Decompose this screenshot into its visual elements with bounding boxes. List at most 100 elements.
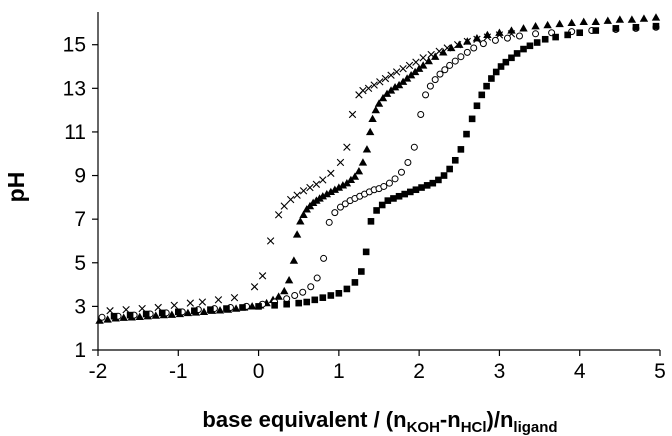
data-point bbox=[271, 301, 278, 309]
data-point bbox=[336, 158, 345, 167]
data-point bbox=[135, 312, 144, 321]
data-point bbox=[239, 304, 246, 311]
data-point bbox=[186, 299, 195, 307]
x-tick-label: -1 bbox=[169, 360, 188, 383]
data-point bbox=[362, 145, 372, 153]
data-point bbox=[426, 82, 434, 90]
data-point bbox=[199, 307, 209, 315]
data-point bbox=[402, 74, 412, 82]
y-tick-label: 15 bbox=[63, 34, 86, 57]
data-point bbox=[520, 45, 527, 53]
data-point bbox=[639, 14, 649, 22]
data-point bbox=[255, 303, 262, 310]
data-point bbox=[368, 114, 377, 123]
data-point bbox=[495, 28, 504, 36]
data-point bbox=[431, 52, 440, 60]
y-tick-label: 3 bbox=[74, 295, 86, 318]
x-axis-title: base equivalent / (nKOH-nHCl)/nligand bbox=[202, 407, 557, 436]
data-point bbox=[274, 292, 283, 300]
data-point bbox=[516, 32, 523, 40]
data-point bbox=[531, 21, 540, 30]
data-point bbox=[167, 310, 177, 318]
data-point bbox=[451, 57, 459, 65]
data-point bbox=[446, 165, 453, 173]
y-tick-label: 5 bbox=[74, 252, 86, 275]
data-point bbox=[384, 197, 392, 204]
data-point bbox=[543, 20, 552, 29]
data-point bbox=[387, 71, 395, 79]
data-point bbox=[479, 40, 487, 48]
data-point bbox=[320, 254, 328, 262]
data-point bbox=[380, 182, 388, 190]
data-point bbox=[502, 58, 510, 66]
data-point bbox=[365, 127, 375, 136]
data-point bbox=[354, 166, 364, 175]
data-point bbox=[385, 179, 393, 187]
y-tick-label: 1 bbox=[74, 339, 86, 362]
x-title-main: base equivalent / (n bbox=[202, 407, 406, 432]
data-point bbox=[351, 279, 359, 286]
data-point bbox=[507, 26, 516, 34]
data-point bbox=[419, 54, 427, 62]
x-tick-label: 1 bbox=[333, 360, 345, 383]
data-point bbox=[348, 110, 357, 119]
data-point bbox=[533, 39, 541, 46]
data-point bbox=[299, 288, 307, 296]
data-point bbox=[250, 283, 259, 291]
data-point bbox=[457, 146, 465, 153]
data-point bbox=[472, 33, 482, 42]
data-point bbox=[231, 304, 241, 312]
data-point bbox=[407, 188, 414, 196]
data-point bbox=[399, 65, 407, 73]
data-point bbox=[497, 63, 505, 70]
data-point bbox=[373, 207, 380, 214]
x-tick-label: -2 bbox=[89, 360, 108, 383]
y-tick-label: 7 bbox=[74, 208, 86, 231]
x-tick-label: 4 bbox=[574, 360, 586, 383]
data-point bbox=[418, 184, 425, 191]
data-point bbox=[417, 110, 425, 118]
data-point bbox=[331, 209, 339, 217]
y-tick-label: 9 bbox=[74, 165, 86, 188]
data-point bbox=[455, 40, 464, 48]
x-title-sub-koh: KOH bbox=[407, 419, 440, 436]
data-point bbox=[410, 143, 418, 151]
data-point bbox=[364, 84, 373, 93]
data-point bbox=[576, 29, 584, 37]
data-point bbox=[342, 178, 352, 187]
data-point bbox=[214, 296, 223, 304]
data-point bbox=[325, 218, 333, 226]
data-point bbox=[390, 195, 397, 202]
data-point bbox=[451, 156, 459, 164]
data-point bbox=[446, 61, 454, 69]
data-point bbox=[390, 83, 400, 91]
data-point bbox=[378, 201, 386, 209]
x-title-sub-ligand: ligand bbox=[513, 419, 557, 436]
data-point bbox=[592, 27, 600, 34]
data-point bbox=[422, 91, 430, 99]
data-point bbox=[463, 130, 470, 138]
data-point bbox=[457, 53, 465, 61]
data-point bbox=[322, 189, 332, 198]
data-point bbox=[174, 308, 182, 316]
data-point bbox=[463, 48, 471, 56]
data-point bbox=[318, 192, 327, 200]
x-ticks: -2 -1 0 1 2 3 4 5 bbox=[89, 350, 666, 383]
series-cross bbox=[106, 30, 516, 315]
data-point bbox=[119, 313, 128, 321]
data-point bbox=[447, 43, 456, 52]
data-point bbox=[603, 16, 613, 24]
data-point bbox=[404, 158, 412, 166]
data-point bbox=[95, 316, 104, 324]
data-point bbox=[367, 218, 375, 225]
data-point bbox=[98, 313, 106, 321]
series-filled-triangle bbox=[95, 13, 661, 324]
data-point bbox=[424, 56, 433, 65]
data-point bbox=[370, 81, 378, 89]
data-point bbox=[334, 183, 344, 191]
data-point bbox=[103, 315, 112, 323]
data-point bbox=[473, 102, 481, 110]
data-point bbox=[319, 176, 327, 184]
data-point bbox=[312, 180, 321, 188]
